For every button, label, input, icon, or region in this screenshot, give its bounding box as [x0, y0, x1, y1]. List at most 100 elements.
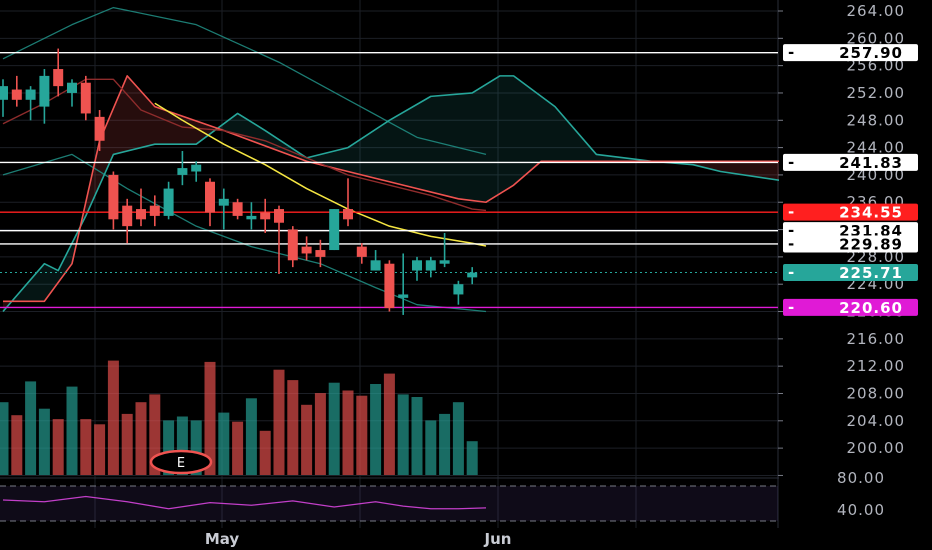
volume-bar: [439, 413, 451, 475]
cloud-segment: [220, 75, 656, 203]
candle-body: [232, 202, 243, 216]
candle-body: [205, 181, 215, 213]
candle-body: [274, 209, 284, 223]
volume-bar: [273, 369, 285, 475]
candle-body: [11, 89, 22, 100]
candle-body: [384, 263, 395, 309]
volume-bar: [328, 382, 340, 475]
rsi-tick-bg: [784, 500, 924, 516]
price-tick-label: 260.00: [847, 29, 906, 47]
candle: [274, 205, 284, 274]
candle-body: [149, 205, 160, 216]
volume-bar: [107, 360, 119, 475]
candle: [122, 198, 133, 244]
candle-body: [343, 209, 353, 220]
level-tag-label: 257.90: [839, 44, 903, 62]
candle: [163, 181, 174, 220]
level-tag-bg: [783, 222, 918, 240]
price-tick-label: 200.00: [847, 439, 906, 457]
rsi-tick-label: 40.00: [837, 501, 885, 519]
candle-body: [80, 82, 91, 114]
candle: [356, 243, 367, 264]
level-tag-234.55: - 234.55: [783, 203, 918, 222]
candle: [246, 202, 257, 230]
bollinger-upper-line: [2, 6, 487, 156]
candle: [177, 151, 188, 186]
candle: [0, 79, 8, 117]
rsi-pane: [0, 485, 778, 522]
price-tick-label: 252.00: [847, 84, 906, 102]
candle-body: [39, 75, 50, 107]
candle-body: [246, 215, 257, 220]
moving-average-line: [154, 102, 487, 247]
candle-body: [315, 250, 326, 257]
candle-body: [467, 272, 478, 278]
kijun-line: [2, 78, 487, 212]
candle-body: [260, 212, 271, 220]
rsi-tick-label: 80.00: [837, 469, 885, 487]
candle: [439, 232, 450, 268]
candle-body: [356, 246, 367, 257]
volume-bar: [176, 416, 188, 475]
level-tag-dash: -: [788, 153, 795, 171]
level-tag-label: 234.55: [839, 204, 903, 222]
volume-bar: [121, 413, 133, 475]
level-tag-dash: -: [788, 222, 795, 240]
candle: [329, 209, 340, 251]
candle-body: [425, 260, 436, 271]
candle: [301, 236, 312, 261]
level-tag-241.83: - 241.83: [783, 153, 918, 172]
level-tag-257.90: - 257.90: [783, 44, 918, 62]
volume-bar: [411, 397, 423, 475]
candle: [398, 253, 409, 315]
candle: [11, 75, 22, 107]
candle: [205, 178, 215, 227]
candle: [370, 250, 381, 271]
candle: [108, 171, 119, 230]
volume-bar: [314, 393, 326, 475]
candle-body: [191, 164, 202, 172]
earnings-badge[interactable]: [149, 449, 213, 475]
volume-bar: [11, 415, 23, 475]
price-tick-label: 208.00: [847, 384, 906, 402]
volume-bar: [66, 386, 78, 475]
level-tag-label: 220.60: [839, 299, 903, 317]
candle: [260, 198, 271, 233]
price-tick-label: 248.00: [847, 111, 906, 129]
price-tick-label: 204.00: [847, 412, 906, 430]
candle: [136, 188, 146, 227]
earnings-label: E: [177, 456, 185, 471]
volume-bar: [342, 390, 354, 475]
level-tag-220.60: - 220.60: [783, 298, 918, 317]
volume-bar: [135, 402, 147, 475]
candle-body: [136, 209, 146, 220]
volume-bar: [259, 430, 271, 475]
volume-bar: [163, 420, 175, 475]
candle: [94, 110, 105, 152]
candle-body: [412, 260, 422, 271]
cloud-segment: [82, 75, 221, 223]
level-tag-bg: [783, 203, 918, 221]
candle: [39, 69, 50, 124]
candle: [425, 256, 436, 278]
earnings-marker[interactable]: E: [149, 449, 213, 475]
price-tick-label: 216.00: [847, 330, 906, 348]
volume-bar: [287, 380, 299, 475]
level-tag-bg: [783, 44, 918, 62]
ichimoku-span-a-line: [2, 75, 932, 313]
candle-body: [218, 198, 229, 206]
volume-bar: [301, 404, 313, 475]
candle: [149, 195, 160, 227]
time-label-jun: Jun: [484, 530, 512, 548]
candle-body: [67, 82, 77, 93]
volume-bar: [356, 395, 368, 475]
time-axis[interactable]: May Jun: [205, 530, 512, 548]
candle-body: [398, 294, 409, 298]
price-axis-level-tags: -257.90- 241.83- 234.55- 231.84- 229.89- 225.…: [783, 44, 918, 317]
level-tag-dash: -: [788, 203, 795, 221]
candle-body: [0, 86, 8, 100]
price-tick-label: 212.00: [847, 357, 906, 375]
volume-bar: [52, 419, 64, 475]
volume-bar: [38, 408, 50, 475]
